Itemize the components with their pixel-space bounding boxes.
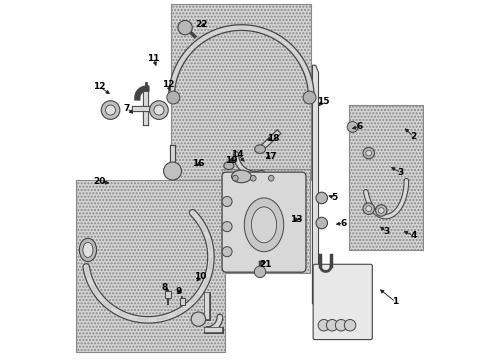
- Ellipse shape: [79, 238, 97, 262]
- Circle shape: [269, 175, 274, 181]
- Ellipse shape: [83, 242, 93, 257]
- Ellipse shape: [191, 312, 205, 326]
- Circle shape: [366, 150, 371, 156]
- Text: 7: 7: [123, 104, 130, 113]
- Circle shape: [164, 162, 181, 180]
- Text: 16: 16: [192, 159, 205, 168]
- Circle shape: [366, 206, 371, 212]
- Text: 2: 2: [411, 132, 416, 141]
- Ellipse shape: [232, 170, 251, 183]
- Text: 11: 11: [147, 54, 160, 63]
- Ellipse shape: [255, 145, 266, 153]
- Circle shape: [318, 319, 330, 331]
- Bar: [172, 4, 311, 180]
- Text: 21: 21: [260, 260, 272, 269]
- Text: 14: 14: [231, 150, 244, 159]
- Circle shape: [316, 217, 327, 229]
- Circle shape: [222, 247, 232, 257]
- Ellipse shape: [251, 207, 276, 243]
- Circle shape: [344, 319, 356, 331]
- Text: 17: 17: [265, 152, 277, 161]
- Text: 4: 4: [410, 231, 416, 240]
- Circle shape: [316, 192, 327, 204]
- Text: 1: 1: [392, 297, 399, 306]
- Circle shape: [335, 319, 347, 331]
- Bar: [166, 291, 171, 298]
- Circle shape: [105, 105, 116, 115]
- Text: 12: 12: [162, 81, 174, 90]
- Text: 5: 5: [332, 193, 338, 202]
- Circle shape: [363, 203, 374, 215]
- Circle shape: [232, 175, 238, 181]
- Ellipse shape: [245, 198, 284, 252]
- Polygon shape: [313, 65, 318, 304]
- Circle shape: [326, 319, 338, 331]
- Text: 22: 22: [196, 19, 208, 28]
- Circle shape: [303, 91, 316, 104]
- Bar: [349, 105, 422, 250]
- Circle shape: [167, 91, 180, 104]
- Bar: [221, 169, 310, 273]
- Circle shape: [101, 101, 120, 120]
- Bar: [76, 180, 225, 352]
- Circle shape: [178, 21, 192, 35]
- Text: 8: 8: [161, 283, 168, 292]
- Circle shape: [375, 205, 387, 216]
- Text: 18: 18: [267, 134, 279, 143]
- Circle shape: [254, 266, 266, 278]
- Text: 15: 15: [317, 96, 329, 105]
- Text: 12: 12: [94, 82, 106, 91]
- Circle shape: [250, 175, 256, 181]
- Circle shape: [347, 122, 358, 132]
- Text: 13: 13: [290, 215, 302, 224]
- Ellipse shape: [224, 162, 234, 170]
- Circle shape: [378, 208, 384, 213]
- Text: 10: 10: [194, 272, 206, 281]
- Text: 6: 6: [357, 122, 363, 131]
- Text: 3: 3: [398, 168, 404, 177]
- Circle shape: [222, 197, 232, 207]
- Text: 6: 6: [341, 219, 347, 228]
- Bar: [180, 298, 185, 305]
- FancyBboxPatch shape: [313, 264, 372, 339]
- Text: 3: 3: [384, 228, 390, 237]
- Circle shape: [149, 101, 168, 120]
- FancyBboxPatch shape: [222, 172, 306, 272]
- Text: 9: 9: [175, 287, 182, 296]
- Text: 19: 19: [225, 156, 238, 165]
- Circle shape: [154, 105, 164, 115]
- Circle shape: [222, 222, 232, 231]
- Text: 20: 20: [94, 177, 106, 186]
- Circle shape: [363, 147, 374, 159]
